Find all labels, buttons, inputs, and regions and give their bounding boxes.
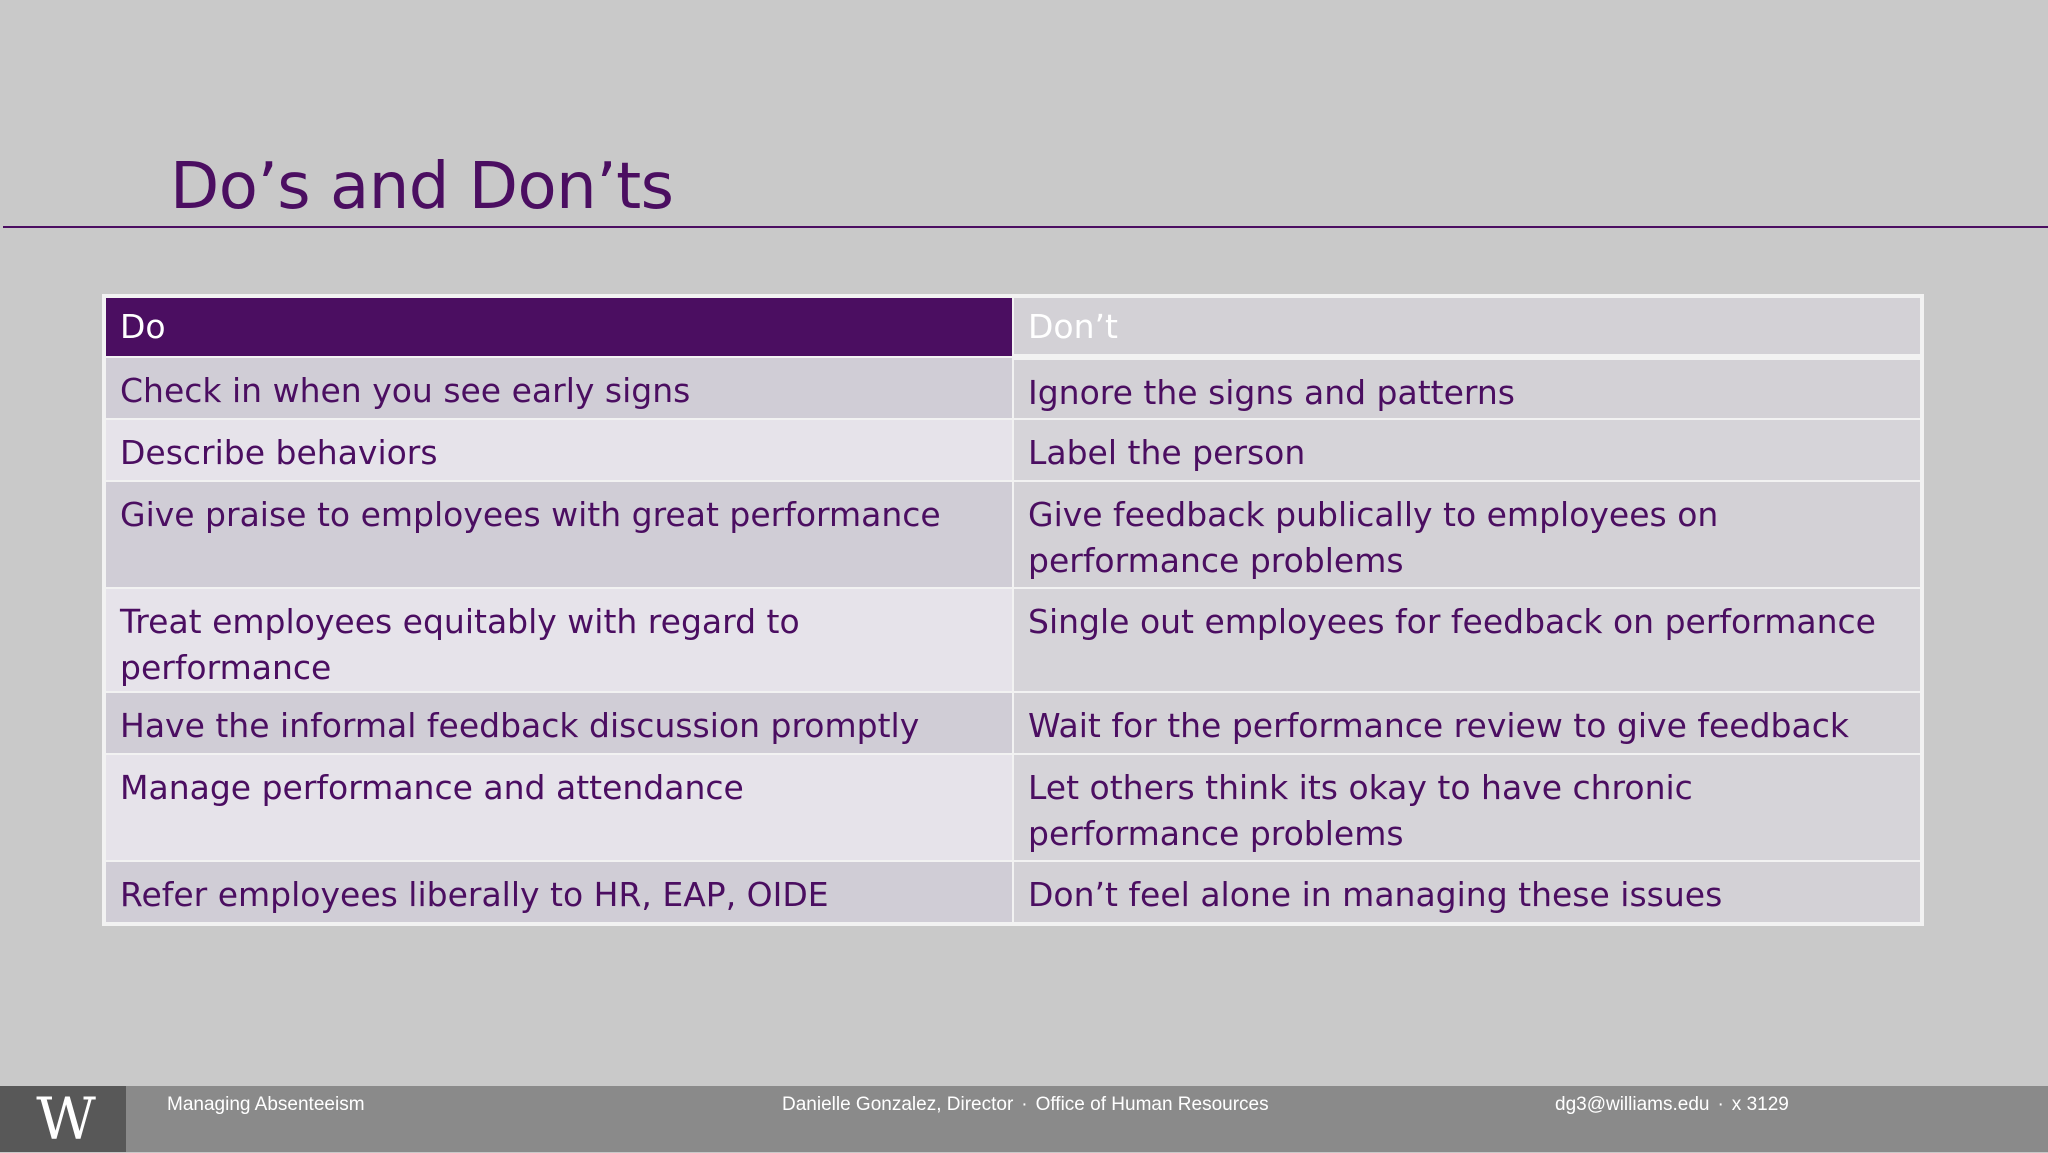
table-row: Treat employees equitably with regard to… bbox=[104, 587, 1922, 693]
do-cell: Describe behaviors bbox=[104, 418, 1014, 482]
do-cell: Manage performance and attendance bbox=[104, 753, 1014, 862]
presenter-name: Danielle Gonzalez, Director bbox=[782, 1094, 1014, 1115]
dos-donts-table: Do Don’t Check in when you see early sig… bbox=[102, 294, 1924, 926]
williams-logo: W bbox=[0, 1086, 126, 1152]
do-cell: Give praise to employees with great perf… bbox=[104, 480, 1014, 589]
presentation-title: Managing Absenteeism bbox=[167, 1094, 365, 1115]
presenter-info: Danielle Gonzalez, Director · Office of Hu… bbox=[782, 1086, 1269, 1124]
table-row: Describe behaviors Label the person bbox=[104, 418, 1922, 482]
do-cell: Treat employees equitably with regard to… bbox=[104, 587, 1014, 693]
dont-cell: Label the person bbox=[1012, 418, 1922, 482]
table-row: Check in when you see early signs Ignore… bbox=[104, 356, 1922, 420]
header-dont: Don’t bbox=[1012, 296, 1922, 360]
footer-separator: · bbox=[1021, 1094, 1028, 1115]
logo-w-icon: W bbox=[36, 1085, 96, 1153]
do-cell: Refer employees liberally to HR, EAP, OI… bbox=[104, 860, 1014, 924]
dont-cell: Wait for the performance review to give … bbox=[1012, 691, 1922, 755]
dont-cell: Ignore the signs and patterns bbox=[1012, 356, 1922, 420]
slide-title: Do’s and Don’ts bbox=[170, 150, 674, 224]
do-cell: Have the informal feedback discussion pr… bbox=[104, 691, 1014, 755]
title-divider bbox=[3, 226, 2048, 228]
contact-info: dg3@williams.edu · x 3129 bbox=[1555, 1086, 1789, 1124]
table-row: Refer employees liberally to HR, EAP, OI… bbox=[104, 860, 1922, 924]
phone-extension: x 3129 bbox=[1731, 1094, 1789, 1115]
table-row: Have the informal feedback discussion pr… bbox=[104, 691, 1922, 755]
contact-email: dg3@williams.edu bbox=[1555, 1094, 1710, 1115]
dont-cell: Let others think its okay to have chroni… bbox=[1012, 753, 1922, 862]
table-row: Give praise to employees with great perf… bbox=[104, 480, 1922, 589]
dont-cell: Don’t feel alone in managing these issue… bbox=[1012, 860, 1922, 924]
table-row: Manage performance and attendance Let ot… bbox=[104, 753, 1922, 862]
table-header-row: Do Don’t bbox=[104, 296, 1922, 360]
dont-cell: Give feedback publically to employees on… bbox=[1012, 480, 1922, 589]
office-name: Office of Human Resources bbox=[1035, 1094, 1269, 1115]
dont-cell: Single out employees for feedback on per… bbox=[1012, 587, 1922, 693]
do-cell: Check in when you see early signs bbox=[104, 356, 1014, 420]
footer-separator: · bbox=[1717, 1094, 1724, 1115]
slide-footer: W Managing Absenteeism Danielle Gonzalez… bbox=[0, 1086, 2048, 1152]
header-do: Do bbox=[104, 296, 1014, 358]
